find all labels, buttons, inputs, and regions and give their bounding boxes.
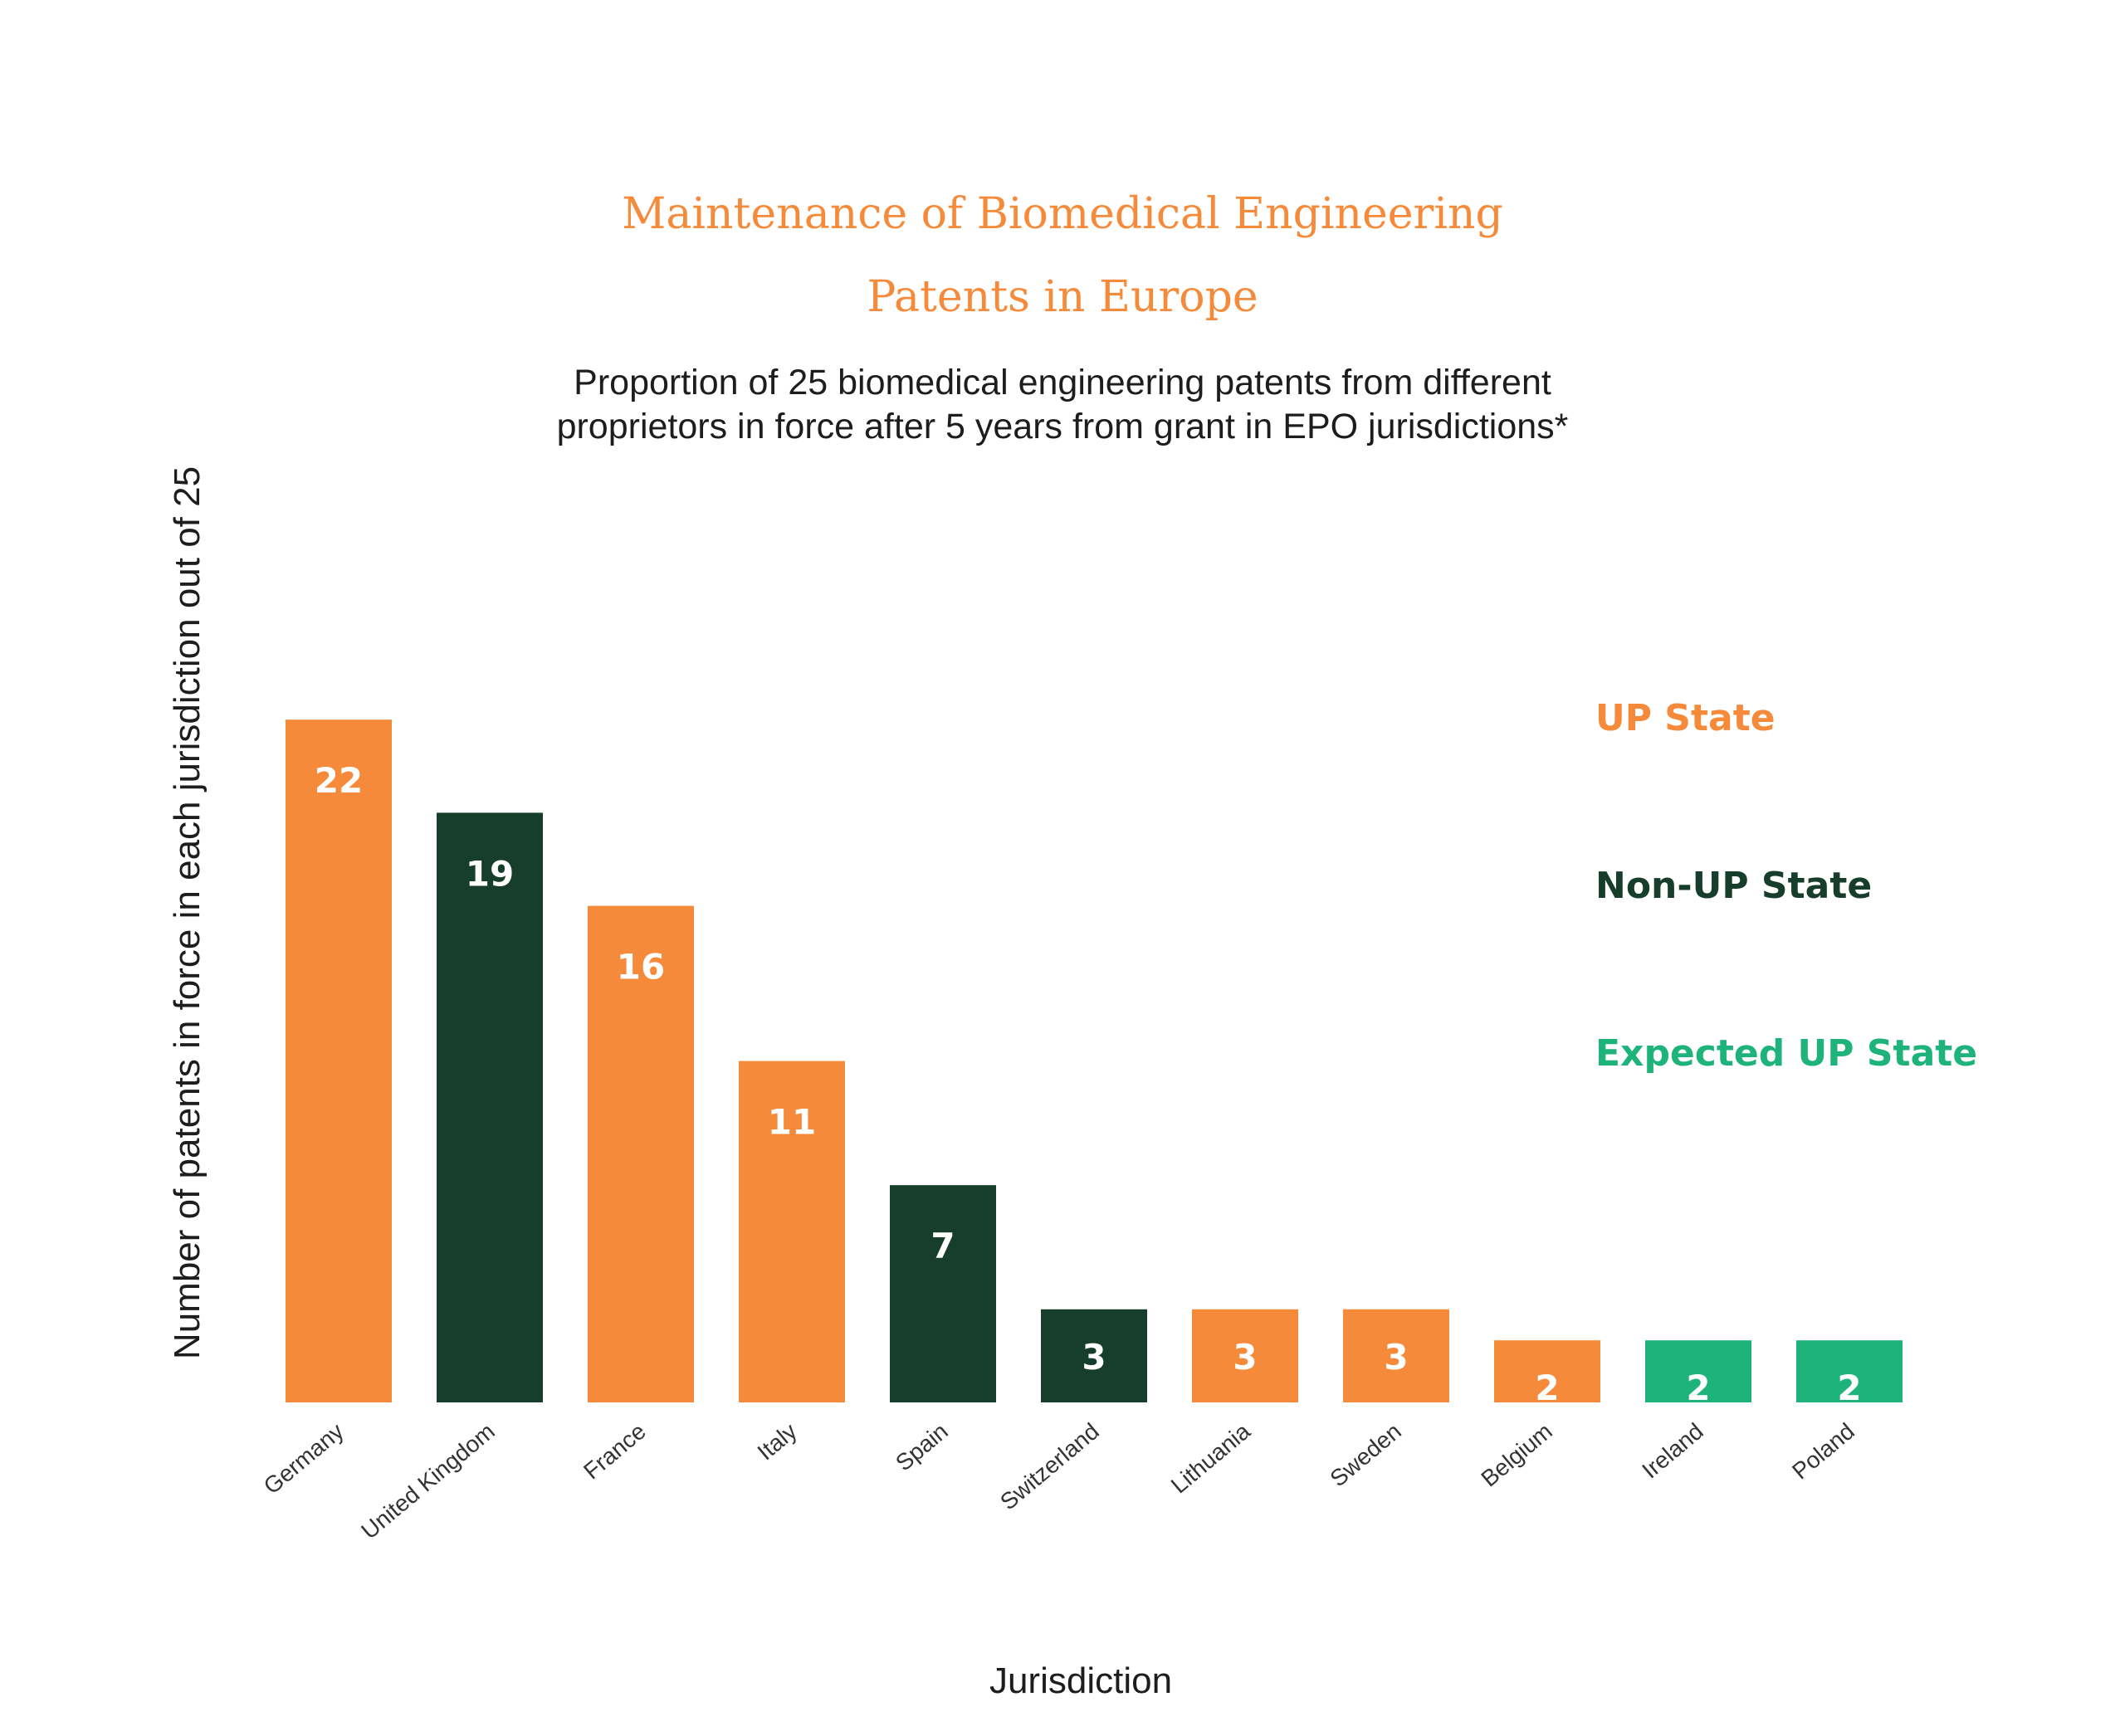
legend-entry: Expected UP State [1595, 1032, 1977, 1075]
bar-value-label: 11 [768, 1102, 816, 1143]
bar-poland [1796, 1340, 1903, 1402]
bar-united-kingdom [437, 812, 543, 1402]
x-tick-label: Germany [259, 1418, 349, 1499]
x-tick-label: Belgium [1476, 1418, 1556, 1492]
bar-value-label: 3 [1384, 1337, 1408, 1378]
bar-france [588, 905, 694, 1402]
chart-subtitle-line-2: proprietors in force after 5 years from … [557, 407, 1569, 446]
legend: UP State Non-UP State Expected UP State [1595, 697, 1977, 1075]
bar-value-label: 2 [1535, 1368, 1559, 1408]
bar-lithuania [1192, 1309, 1298, 1402]
bar-value-label: 3 [1233, 1337, 1257, 1378]
bar-value-label: 22 [315, 760, 363, 801]
bar-italy [739, 1061, 845, 1402]
bar-switzerland [1041, 1309, 1147, 1402]
bar-belgium [1494, 1340, 1600, 1402]
x-tick-label: Sweden [1325, 1418, 1405, 1492]
x-tick-label: Switzerland [995, 1418, 1104, 1515]
x-tick-label: Poland [1787, 1418, 1859, 1485]
bar-value-label: 3 [1082, 1337, 1106, 1378]
chart-title-line-1: Maintenance of Biomedical Engineering [622, 189, 1503, 239]
bar-spain [890, 1185, 996, 1402]
x-axis-label: Jurisdiction [989, 1660, 1172, 1701]
y-axis-label: Number of patents in force in each juris… [167, 466, 208, 1359]
x-tick-label: United Kingdom [356, 1418, 500, 1544]
bar-value-label: 19 [466, 853, 514, 894]
legend-entry: UP State [1595, 697, 1776, 739]
bar-value-label: 2 [1686, 1368, 1710, 1408]
chart-title-line-2: Patents in Europe [867, 272, 1258, 322]
bar-sweden [1343, 1309, 1449, 1402]
legend-entry: Non-UP State [1595, 865, 1872, 907]
bar-value-label: 2 [1837, 1368, 1861, 1408]
bar-value-label: 7 [931, 1226, 955, 1266]
x-tick-label: Italy [753, 1418, 802, 1465]
x-tick-label: Ireland [1637, 1418, 1708, 1484]
x-tick-label: France [579, 1418, 651, 1485]
bar-germany [286, 719, 392, 1402]
bar-value-label: 16 [617, 947, 665, 987]
bar-ireland [1645, 1340, 1751, 1402]
chart-subtitle-line-1: Proportion of 25 biomedical engineering … [574, 363, 1551, 402]
x-tick-label: Spain [891, 1418, 953, 1476]
x-tick-label: Lithuania [1166, 1418, 1255, 1499]
